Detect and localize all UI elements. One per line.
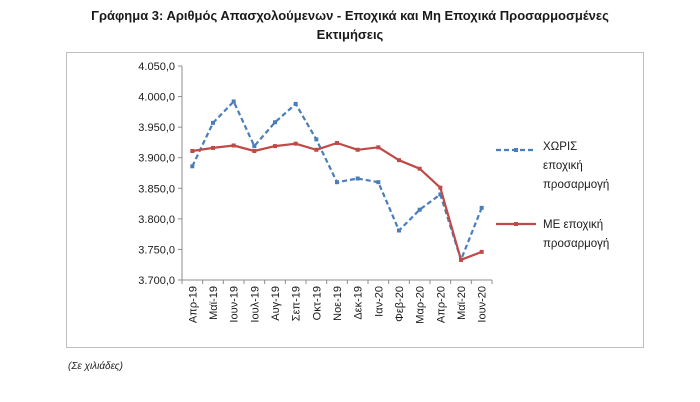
x-tick-label: Οκτ-19 (311, 286, 323, 320)
series-1-point (479, 205, 484, 210)
y-tick-label: 3.850,0 (138, 183, 175, 195)
series-1-point (417, 207, 422, 212)
series-2-point (211, 145, 215, 150)
series-1-point (190, 164, 195, 169)
series-2-point (397, 158, 401, 163)
series-2-line (192, 141, 483, 261)
series-2-point (376, 145, 381, 150)
series-2-point (190, 148, 195, 153)
legend-label: ΧΩΡΙΣ (543, 141, 577, 153)
series-2-point (293, 141, 298, 146)
x-tick-label: Ιαν-20 (373, 286, 385, 317)
series-2-point (417, 166, 422, 171)
chart-title: Γράφημα 3: Αριθμός Απασχολούμενων - Εποχ… (0, 6, 700, 44)
series-2-point (231, 143, 236, 148)
x-tick-label: Απρ-20 (435, 286, 447, 323)
y-tick-label: 3.950,0 (138, 122, 175, 134)
x-tick-label: Απρ-19 (187, 286, 199, 323)
x-tick-label: Αυγ-19 (270, 286, 282, 321)
series-1-point (397, 228, 401, 233)
legend-label: εποχική (543, 160, 583, 172)
series-1-point (231, 99, 236, 104)
chart-title-line-1: Γράφημα 3: Αριθμός Απασχολούμενων - Εποχ… (91, 8, 609, 23)
units-note: (Σε χιλιάδες) (68, 361, 123, 372)
series-2-point (355, 147, 360, 152)
series-1-point (355, 176, 360, 181)
y-tick-label: 3.800,0 (138, 214, 175, 226)
x-tick-label: Νοε-19 (332, 286, 344, 321)
series-1-point (293, 101, 298, 106)
series-2-point (459, 257, 463, 262)
x-tick-label: Ιουν-19 (229, 286, 241, 323)
series-1-point (335, 180, 339, 185)
series-2-point (252, 148, 257, 153)
series-1-point (211, 120, 215, 125)
series-2-point (314, 147, 319, 152)
legend-label: προσαρμογή (543, 238, 609, 250)
y-tick-label: 3.900,0 (138, 153, 175, 165)
series-1-point (314, 137, 319, 142)
x-tick-label: Φεβ-20 (394, 286, 406, 322)
x-tick-label: Σεπ-19 (291, 286, 303, 321)
x-tick-label: Μαϊ-19 (208, 286, 220, 320)
series-1-point (376, 180, 381, 185)
y-tick-label: 3.750,0 (138, 244, 175, 256)
x-tick-label: Δεκ-19 (353, 286, 365, 320)
series-2-point (273, 144, 277, 149)
series-2-point (335, 141, 339, 146)
series-1-point (438, 192, 443, 197)
series-1-point (252, 144, 257, 149)
y-tick-label: 3.700,0 (138, 275, 175, 287)
legend-swatch-marker (514, 222, 518, 226)
x-tick-label: Μαρ-20 (415, 286, 427, 324)
series-2-point (479, 249, 484, 254)
chart-frame (66, 52, 644, 348)
legend-label: προσαρμογή (543, 179, 609, 191)
series-1-point (273, 120, 277, 125)
x-tick-label: Μαϊ-20 (456, 286, 468, 320)
legend-label: ΜΕ εποχική (543, 219, 603, 231)
series-2-point (438, 185, 443, 190)
x-tick-label: Ιουλ-19 (249, 286, 261, 323)
chart-title-line-2: Εκτιμήσεις (316, 27, 384, 42)
x-tick-label: Ιουν-20 (477, 286, 489, 323)
y-tick-label: 4.000,0 (138, 92, 175, 104)
y-tick-label: 4.050,0 (138, 61, 175, 73)
legend-swatch-marker (514, 148, 518, 152)
